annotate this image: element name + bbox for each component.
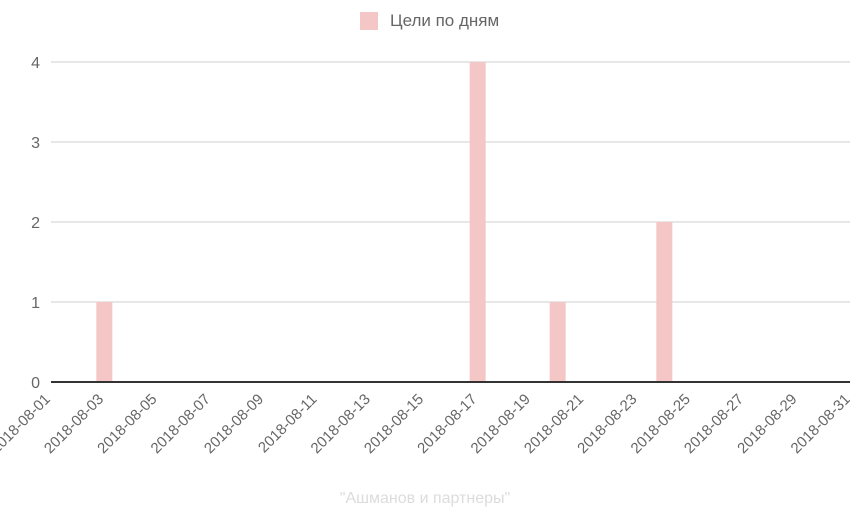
y-tick-label: 4 bbox=[31, 55, 40, 72]
bar bbox=[549, 302, 566, 382]
y-tick-label: 1 bbox=[31, 295, 40, 312]
y-tick-label: 0 bbox=[31, 375, 40, 392]
y-tick-label: 3 bbox=[31, 135, 40, 152]
legend-label: Цели по дням bbox=[390, 11, 500, 30]
bar bbox=[656, 222, 673, 382]
y-tick-label: 2 bbox=[31, 215, 40, 232]
chart-caption: "Ашманов и партнеры" bbox=[339, 490, 511, 507]
legend-swatch bbox=[360, 12, 378, 30]
legend[interactable]: Цели по дням bbox=[360, 11, 499, 31]
bar bbox=[469, 62, 486, 382]
bar bbox=[96, 302, 113, 382]
